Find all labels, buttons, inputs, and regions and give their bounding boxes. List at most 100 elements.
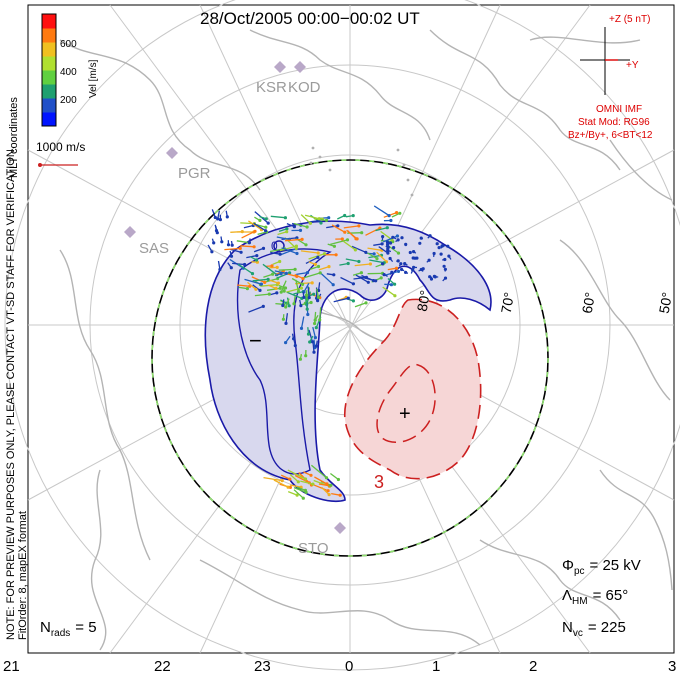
velocity-vector: [427, 235, 431, 239]
velocity-vector: [387, 241, 390, 244]
vector-origin: [360, 231, 364, 235]
velocity-vector: [230, 230, 243, 233]
velocity-vector: [430, 278, 433, 281]
velocity-vector: [217, 210, 221, 220]
velocity-vector: [270, 215, 286, 219]
velocity-vector: [244, 278, 262, 285]
velocity-vector: [254, 293, 270, 297]
velocity-vector: [230, 248, 242, 253]
radar-sas-label: SAS: [139, 240, 169, 257]
velocity-vector: [421, 268, 424, 272]
velocity-vector: [439, 253, 442, 256]
velocity-vector: [343, 225, 359, 229]
velocity-vector: [257, 231, 267, 236]
velocity-vector: [333, 297, 349, 303]
lat-label-80: 80°: [414, 289, 433, 313]
velocity-vector: [300, 316, 305, 329]
positive-cell-symbol: +: [399, 403, 411, 425]
velocity-vector: [300, 480, 314, 485]
velocity-vector: [387, 278, 396, 285]
velocity-vector: [327, 243, 335, 247]
velocity-vector: [331, 492, 341, 496]
velocity-vector: [270, 292, 277, 296]
velocity-vector: [307, 286, 310, 298]
velocity-vector: [367, 252, 378, 260]
negative-cell-inner: [236, 248, 332, 475]
negative-cell: [204, 220, 492, 503]
velocity-vector: [307, 327, 310, 335]
imf-z-label: +Z (5 nT): [609, 14, 650, 25]
colorbar-segment: [42, 14, 56, 29]
velocity-vector: [265, 265, 273, 268]
velocity-vector: [389, 258, 394, 263]
velocity-vector: [281, 247, 298, 255]
radar-sto-marker: [334, 522, 346, 534]
velocity-vector: [442, 258, 445, 261]
mlt-label-23: 23: [254, 658, 271, 674]
velocity-vector: [345, 258, 360, 263]
velocity-vector: [266, 287, 281, 291]
vector-origin: [336, 224, 340, 228]
velocity-vector: [270, 251, 281, 255]
velocity-vector: [286, 291, 303, 299]
velocity-vector: [240, 245, 255, 248]
hm-boundary-dash: [151, 159, 549, 557]
velocity-vector: [326, 273, 334, 276]
velocity-vector: [287, 490, 298, 496]
velocity-vector: [432, 253, 435, 257]
velocity-vector: [263, 476, 283, 482]
velocity-vector: [315, 340, 318, 347]
velocity-vector: [285, 298, 290, 308]
scatter-dot: [396, 148, 400, 152]
velocity-vector: [248, 238, 251, 243]
velocity-vector: [382, 235, 398, 243]
velocity-vector: [442, 277, 446, 282]
velocity-vector: [419, 242, 422, 245]
velocity-vector: [318, 483, 331, 487]
velocity-vector: [300, 250, 319, 254]
velocity-vector: [400, 237, 403, 239]
velocity-vector: [250, 256, 257, 261]
radar-sas-marker: [124, 226, 136, 238]
velocity-vector: [373, 205, 390, 217]
velocity-vector: [274, 270, 287, 275]
velocity-vector: [304, 297, 308, 310]
lat-label-50: 50°: [656, 291, 675, 315]
colorbar-tick-600: 600: [60, 39, 77, 50]
velocity-vector: [236, 240, 250, 244]
velocity-vector: [418, 268, 422, 272]
scatter-dot: [309, 161, 313, 165]
velocity-vector: [308, 329, 314, 342]
velocity-vector: [337, 214, 345, 220]
velocity-vector: [303, 282, 310, 293]
velocity-vector: [448, 255, 452, 260]
stat-model: Stat Mod: RG96: [578, 117, 650, 128]
velocity-vector: [365, 227, 381, 236]
velocity-vector: [321, 486, 330, 496]
velocity-vector: [286, 222, 295, 228]
velocity-vector: [367, 247, 382, 251]
lat-label-70: 70°: [498, 291, 517, 315]
preview-note: NOTE: FOR PREVIEW PURPOSES ONLY, PLEASE …: [5, 146, 17, 640]
velocity-vector: [287, 469, 306, 480]
velocity-vector: [347, 230, 357, 240]
velocity-vector: [395, 239, 399, 243]
velocity-vector: [289, 473, 299, 483]
velocity-vector: [373, 243, 383, 246]
scatter-dot: [402, 163, 406, 167]
velocity-vector: [409, 251, 412, 254]
velocity-vector: [315, 288, 320, 298]
velocity-vector: [254, 216, 261, 221]
velocity-vector: [391, 247, 394, 249]
velocity-vector: [396, 260, 399, 263]
mlt-label-3: 3: [668, 658, 676, 674]
velocity-vector: [303, 471, 312, 476]
velocity-vector: [438, 247, 441, 249]
velocity-vector: [410, 269, 414, 274]
velocity-vector: [294, 474, 310, 484]
velocity-vector: [404, 263, 408, 266]
velocity-vector: [237, 263, 253, 275]
colorbar-segment: [42, 98, 56, 113]
velocity-vector: [313, 311, 317, 324]
